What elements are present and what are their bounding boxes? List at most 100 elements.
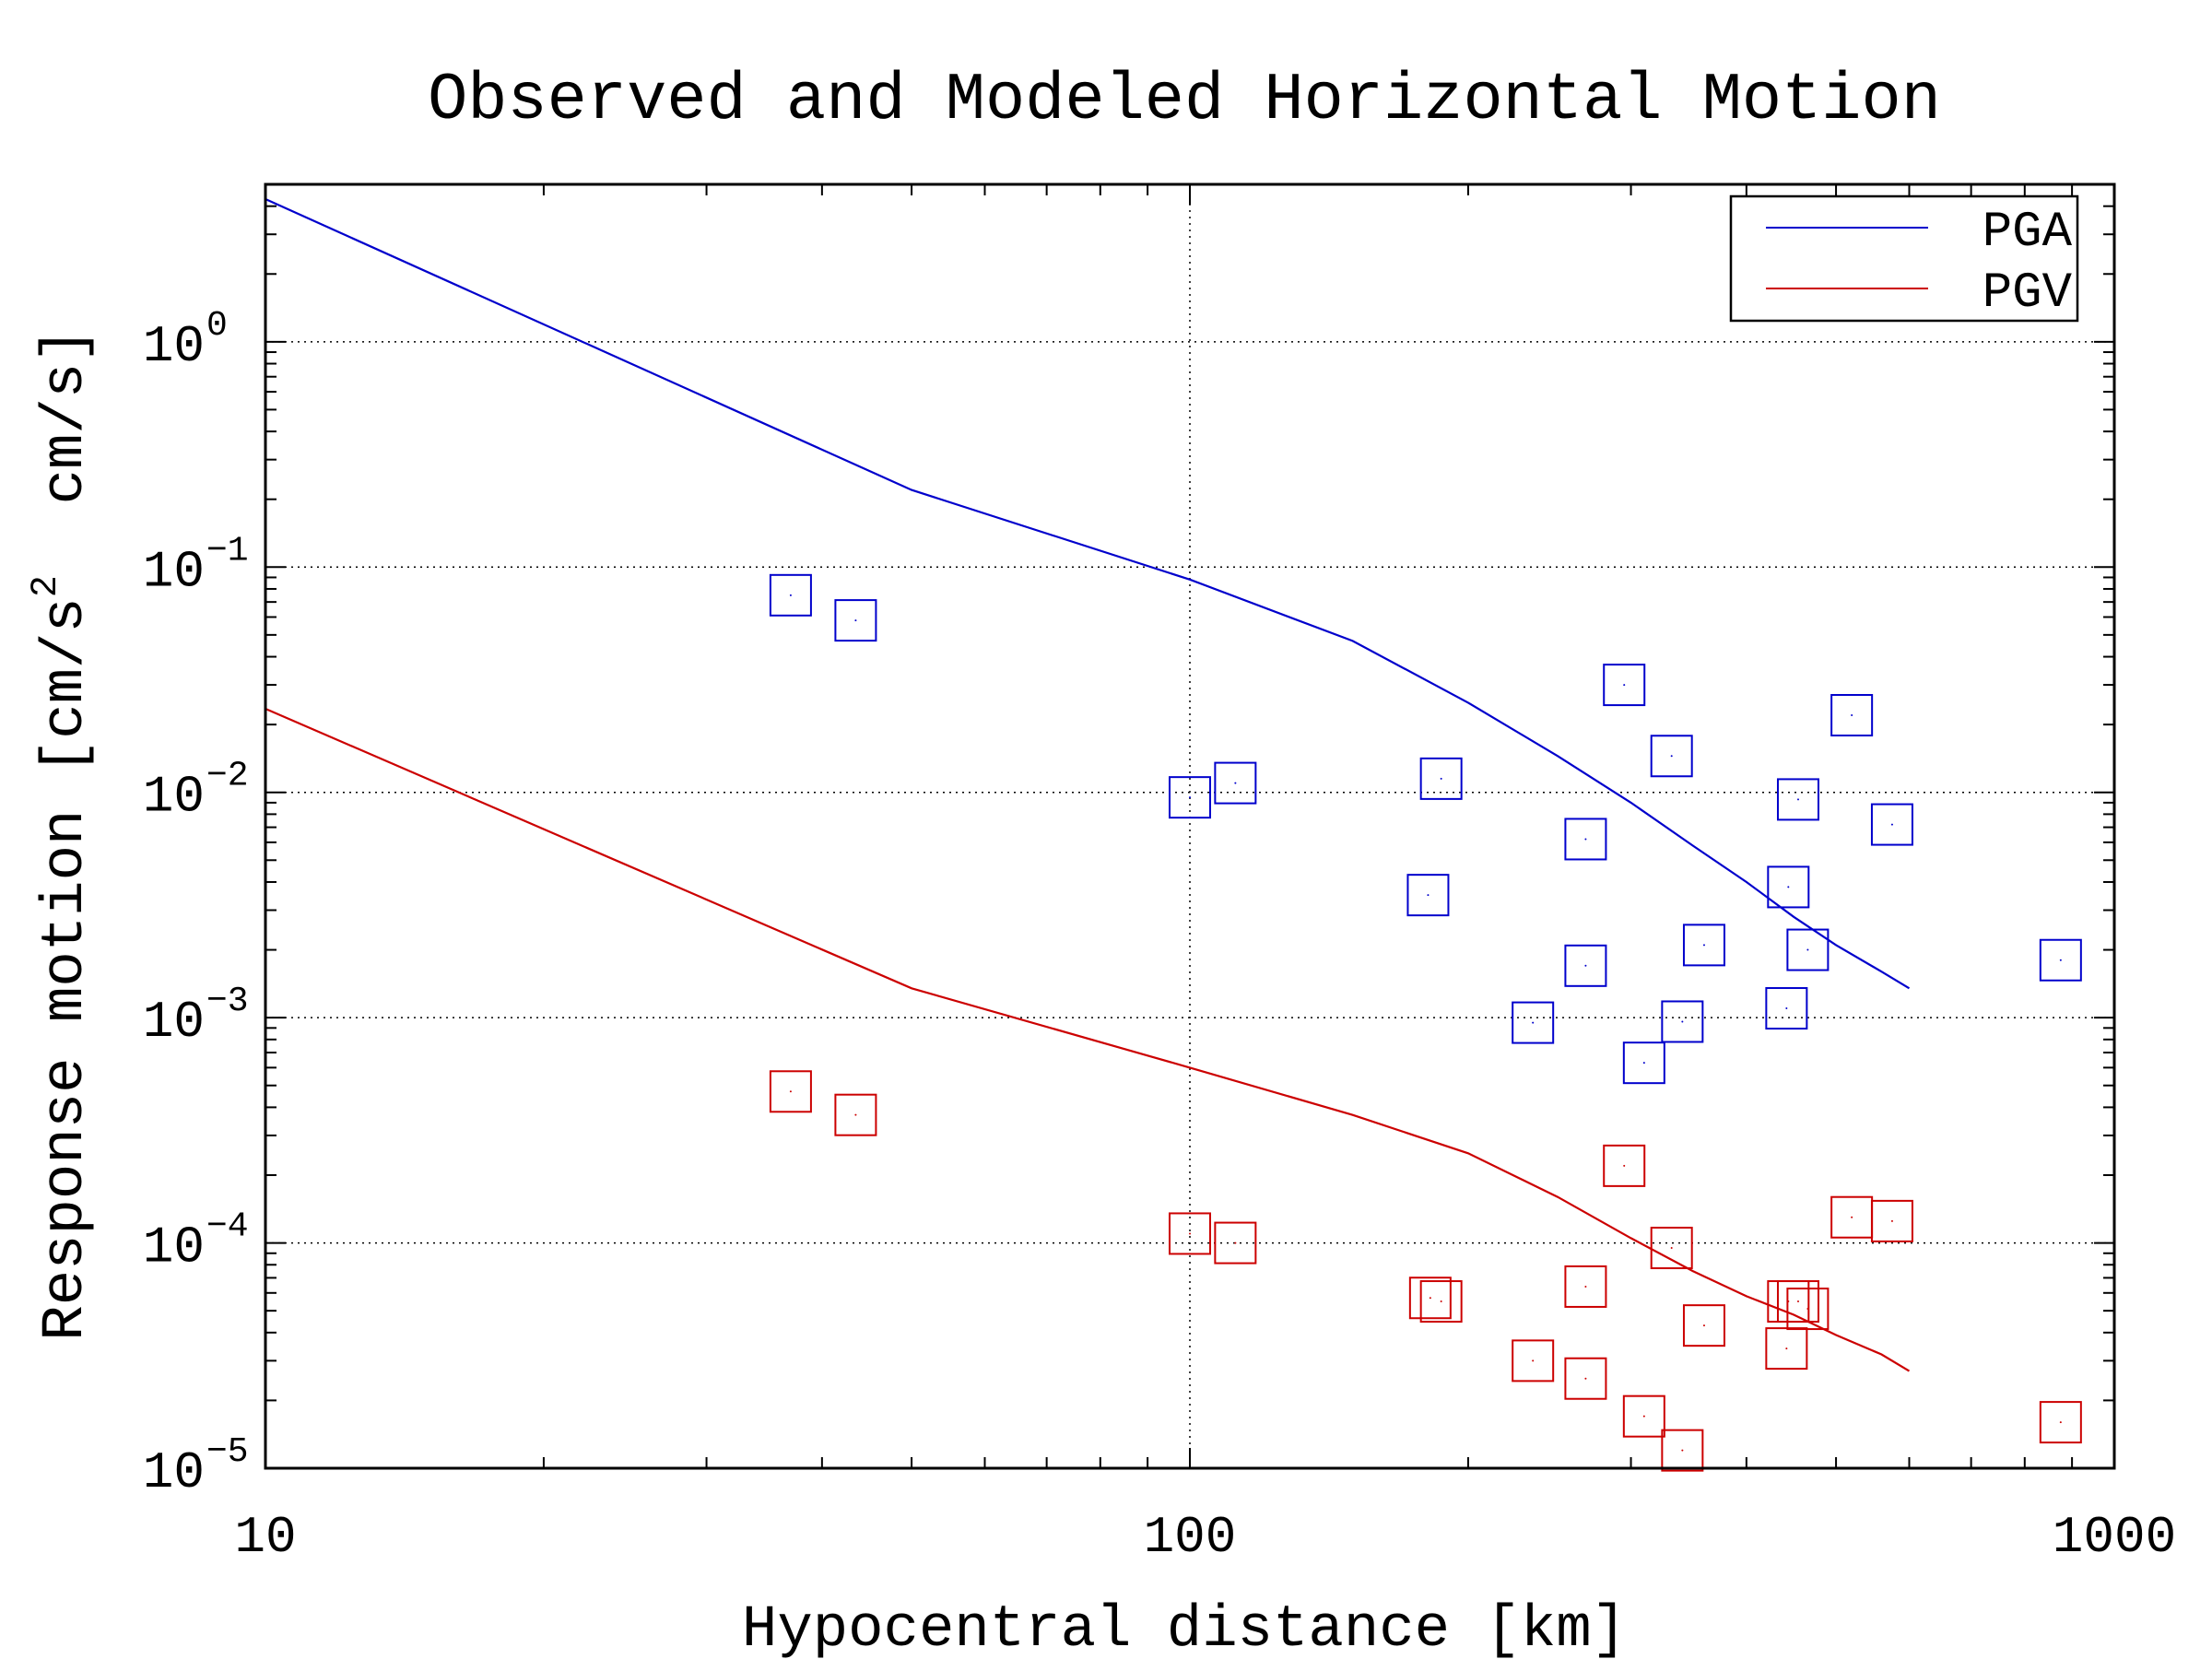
pga-data-point <box>1765 987 1808 1030</box>
y-tick-exponent: −3 <box>206 982 249 1021</box>
pga-data-point <box>1622 1041 1665 1085</box>
pgv-data-point <box>1661 1429 1704 1472</box>
legend: PGA PGV <box>1729 194 2079 323</box>
x-tick-label: 10 <box>234 1508 296 1567</box>
pgv-data-point-center <box>1584 1285 1587 1288</box>
pgv-data-point <box>1603 1144 1646 1187</box>
y-axis-label: Response motion [cm/s2 cm/s] <box>26 327 100 1340</box>
model-lines <box>265 197 1911 1372</box>
pgv-data-point <box>1564 1265 1607 1308</box>
chart-title: Observed and Modeled Horizontal Motion <box>428 63 1941 138</box>
pgv-data-point <box>1622 1394 1665 1438</box>
pga-data-point <box>769 573 812 617</box>
pga-data-point-center <box>1806 948 1809 951</box>
y-tick-exponent: −1 <box>206 531 249 571</box>
pga-data-point-center <box>1890 823 1893 826</box>
pga-data-point <box>1564 818 1607 861</box>
y-tick-base: 10 <box>143 993 205 1052</box>
pgv-data-point <box>1512 1339 1555 1382</box>
pga-data-point <box>1214 761 1257 805</box>
pgv-data-point-center <box>1189 1232 1191 1235</box>
legend-box <box>1729 194 2079 323</box>
observed-points <box>769 573 2082 1472</box>
pgv-data-point <box>1169 1212 1211 1255</box>
pga-data-point <box>1776 778 1819 821</box>
pga-data-point <box>1603 664 1646 707</box>
pgv-model-line <box>265 707 1911 1372</box>
pga-data-point-center <box>1234 782 1237 784</box>
pga-model-line <box>265 197 1911 990</box>
y-tick-base: 10 <box>143 1218 205 1277</box>
pgv-data-point-center <box>1623 1164 1626 1167</box>
pga-data-point <box>1419 757 1463 800</box>
pgv-data-point-center <box>1532 1359 1535 1362</box>
y-tick-label: 10 <box>143 1443 205 1502</box>
pgv-data-point-center <box>1785 1347 1788 1350</box>
pga-data-point <box>1661 1000 1704 1043</box>
y-tick-label: 10 <box>143 993 205 1052</box>
pga-data-point <box>1564 944 1607 987</box>
pga-data-point-center <box>1785 1007 1788 1010</box>
y-tick-label: 10 <box>143 768 205 827</box>
y-tick-label: 10 <box>143 1218 205 1277</box>
pgv-data-point <box>1564 1357 1607 1400</box>
pgv-data-point-center <box>1234 1241 1237 1244</box>
y-axis-label-main: Response motion [cm/s <box>33 597 100 1341</box>
pgv-data-point <box>1776 1280 1819 1324</box>
pgv-data-point <box>769 1070 812 1113</box>
pga-data-point-center <box>1670 755 1673 758</box>
pgv-data-point <box>2039 1401 2082 1444</box>
pga-data-point-center <box>1584 964 1587 967</box>
pga-data-point <box>2039 938 2082 982</box>
pgv-data-point <box>1870 1199 1913 1242</box>
pgv-data-point-center <box>854 1113 857 1116</box>
pgv-data-point-center <box>1890 1219 1893 1222</box>
pga-data-point-center <box>1787 886 1790 888</box>
pgv-data-point-center <box>1681 1449 1684 1452</box>
pga-data-point-center <box>1532 1021 1535 1024</box>
y-tick-base: 10 <box>143 768 205 827</box>
pga-data-point-center <box>854 619 857 622</box>
pgv-data-point-center <box>789 1090 792 1093</box>
pga-data-point <box>1650 735 1693 778</box>
pgv-data-point <box>1419 1280 1463 1324</box>
pga-data-point-center <box>1681 1020 1684 1023</box>
pga-data-point-center <box>1796 798 1799 801</box>
pgv-data-point <box>834 1093 877 1136</box>
pga-data-point <box>834 599 877 642</box>
y-axis-label-tail: cm/s] <box>33 327 100 575</box>
y-tick-base: 10 <box>143 1443 205 1502</box>
y-tick-label: 10 <box>143 542 205 601</box>
pga-data-point <box>1682 924 1725 967</box>
pgv-data-point-center <box>1440 1300 1442 1303</box>
pga-data-point-center <box>1642 1062 1645 1065</box>
pgv-data-point <box>1650 1227 1693 1270</box>
y-tick-base: 10 <box>143 317 205 376</box>
grid <box>265 184 2114 1469</box>
x-axis-label: Hypocentral distance [km] <box>742 1597 1627 1659</box>
y-axis-label-exponent: 2 <box>26 575 67 597</box>
pga-data-point-center <box>2059 959 2062 961</box>
pga-data-point-center <box>1851 714 1853 717</box>
pgv-data-point-center <box>1429 1297 1431 1300</box>
y-tick-exponent: −5 <box>206 1432 249 1472</box>
pgv-data-point <box>1408 1277 1452 1320</box>
pgv-data-point-center <box>2059 1421 2062 1424</box>
legend-label-pgv: PGV <box>1983 265 2073 322</box>
pga-data-point-center <box>789 594 792 596</box>
pgv-data-point <box>1682 1304 1725 1347</box>
pga-data-point <box>1406 874 1450 917</box>
y-tick-base: 10 <box>143 542 205 601</box>
x-tick-label: 100 <box>1144 1508 1237 1567</box>
pga-data-point-center <box>1584 838 1587 841</box>
y-tick-exponent: −4 <box>206 1207 249 1247</box>
y-tick-label: 10 <box>143 317 205 376</box>
pga-data-point <box>1786 928 1830 971</box>
pga-data-point <box>1169 776 1211 819</box>
legend-label-pga: PGA <box>1983 205 2073 261</box>
pgv-data-point-center <box>1642 1415 1645 1418</box>
y-tick-exponent: 0 <box>206 306 228 346</box>
plot-frame <box>264 182 2116 1470</box>
